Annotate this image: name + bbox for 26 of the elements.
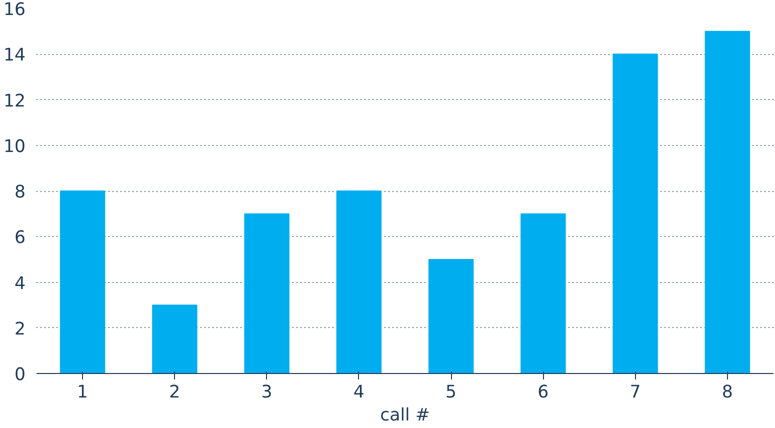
y-tick-label: 12 xyxy=(3,91,26,112)
bar xyxy=(244,213,290,374)
bar xyxy=(704,30,750,374)
bar xyxy=(60,190,106,374)
x-tick-label: 6 xyxy=(538,382,549,402)
y-tick-label: 6 xyxy=(14,228,26,248)
y-tick-label: 16 xyxy=(3,0,26,20)
bar xyxy=(152,304,198,374)
bar xyxy=(336,190,382,374)
x-tick-label: 7 xyxy=(630,382,641,402)
y-tick-label: 10 xyxy=(3,136,26,157)
y-tick-label: 0 xyxy=(14,365,26,385)
x-tick-label: 4 xyxy=(353,382,364,402)
x-axis-title: call # xyxy=(380,406,430,426)
x-tick-label: 3 xyxy=(261,382,272,402)
x-tick-label: 8 xyxy=(722,382,733,402)
y-tick-label: 8 xyxy=(14,182,26,202)
bar xyxy=(612,54,658,374)
bar xyxy=(520,213,566,374)
x-tick-label: 2 xyxy=(169,382,180,402)
y-tick-label: 14 xyxy=(3,46,26,66)
x-tick-label: 5 xyxy=(446,382,457,402)
bar xyxy=(428,258,474,374)
x-tick-label: 1 xyxy=(77,382,88,402)
y-tick-label: 4 xyxy=(14,274,26,294)
y-tick-label: 2 xyxy=(14,319,26,340)
